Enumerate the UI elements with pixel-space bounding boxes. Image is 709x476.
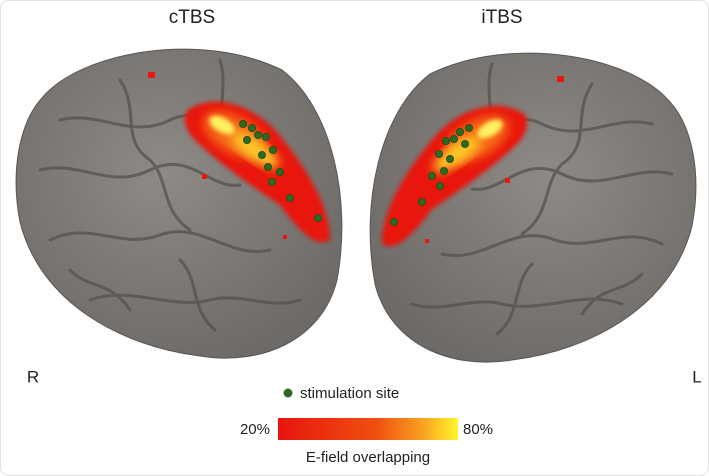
panel-title: cTBS bbox=[169, 7, 215, 28]
legend-label: stimulation site bbox=[300, 385, 399, 402]
colorbar-title: E-field overlapping bbox=[306, 449, 430, 466]
hemisphere-label: L bbox=[692, 367, 701, 386]
colorbar-max-label: 80% bbox=[463, 421, 493, 438]
colorbar-min-label: 20% bbox=[240, 421, 270, 438]
hemisphere-label: R bbox=[27, 367, 39, 386]
panel-title: iTBS bbox=[481, 7, 522, 28]
legend-marker bbox=[283, 388, 293, 398]
colorbar bbox=[278, 418, 458, 440]
